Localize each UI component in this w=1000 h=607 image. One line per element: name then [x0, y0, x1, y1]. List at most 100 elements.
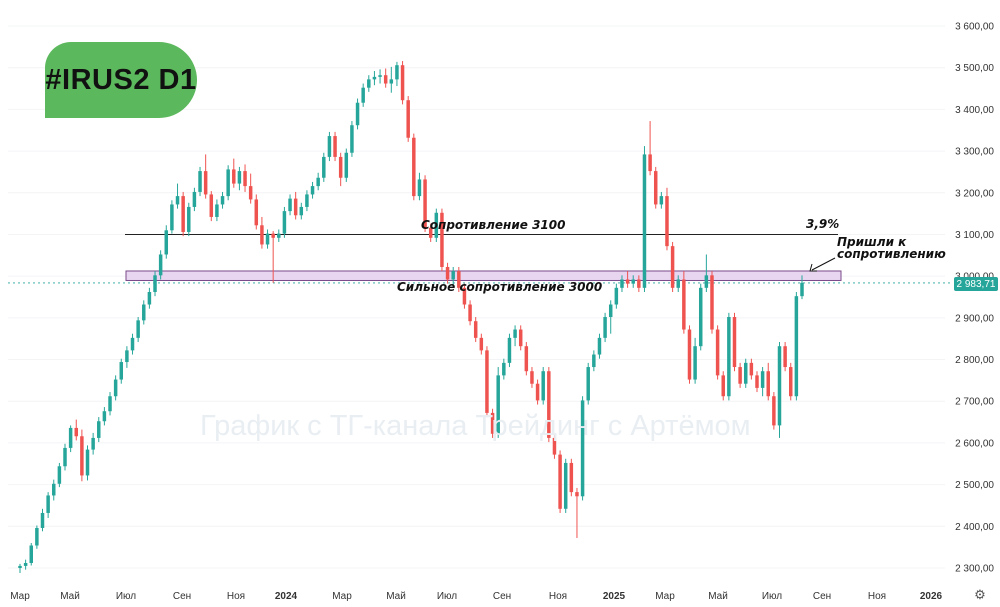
candle-body — [198, 171, 202, 192]
candle-body — [237, 171, 242, 184]
candle-body — [97, 421, 101, 438]
candle-body — [473, 321, 478, 338]
candle-body — [265, 233, 270, 245]
candle-body — [513, 329, 517, 338]
candle-body — [676, 279, 680, 288]
y-tick-label: 3 400,00 — [955, 105, 994, 116]
candle-body — [80, 436, 84, 476]
x-tick-label: 2025 — [603, 591, 626, 602]
candle-body — [659, 196, 664, 205]
candle-body — [23, 562, 28, 566]
y-tick-label: 3 500,00 — [955, 63, 994, 74]
candle-body — [108, 396, 112, 412]
candle-body — [535, 383, 540, 401]
candle-body — [530, 371, 534, 384]
candle-body — [147, 291, 152, 305]
candle-body — [417, 179, 422, 197]
x-axis: Мар Май Июл Сен Ноя 2024 Мар Май Июл Сен Ноя 2025 Ма… — [10, 591, 942, 602]
candle-body — [648, 154, 652, 172]
candle-body — [400, 65, 405, 101]
candle-body — [322, 156, 326, 178]
candle-body — [608, 304, 613, 318]
candle-body — [620, 279, 624, 288]
candle-body — [569, 462, 574, 493]
candle-body — [350, 125, 354, 153]
candle-body — [479, 337, 484, 351]
y-tick-label: 3 600,00 — [955, 22, 994, 33]
candle-body — [226, 169, 230, 197]
candle-body — [625, 279, 630, 284]
candle-body — [170, 204, 174, 231]
candle-body — [800, 282, 804, 297]
candle-body — [18, 565, 22, 568]
gear-icon[interactable]: ⚙ — [974, 587, 986, 602]
candle-body — [181, 196, 185, 232]
candle-body — [434, 212, 439, 238]
candle-body — [372, 76, 377, 80]
arrived-annotation-line-2: сопротивлению — [837, 247, 946, 261]
candles — [18, 61, 804, 574]
candle-body — [524, 346, 529, 372]
candle-body — [203, 171, 208, 195]
candle-body — [192, 191, 197, 207]
candle-body — [327, 136, 332, 157]
candle-body — [772, 396, 776, 426]
y-tick-label: 3 100,00 — [955, 230, 994, 241]
levels — [8, 233, 952, 284]
x-tick-label: Ноя — [549, 591, 567, 602]
candle-body — [496, 375, 500, 434]
x-tick-label: Июл — [762, 591, 782, 602]
candle-body — [698, 287, 703, 347]
candle-body — [738, 367, 742, 384]
y-tick-label: 2 400,00 — [955, 522, 994, 533]
candle-body — [91, 437, 95, 450]
candle-body — [580, 400, 585, 497]
candle-body — [760, 371, 765, 388]
candle-body — [743, 362, 748, 384]
ticker-badge: #IRUS2 D1 — [45, 42, 197, 118]
candle-body — [367, 79, 371, 88]
candle-body — [316, 177, 320, 187]
candle-body — [102, 411, 107, 422]
candle-body — [732, 317, 737, 368]
candle-body — [687, 329, 692, 380]
x-tick-label: Июл — [437, 591, 457, 602]
candle-body — [344, 152, 349, 178]
candle-body — [40, 512, 45, 528]
candle-body — [277, 233, 281, 238]
candle-body — [552, 437, 557, 455]
candle-body — [457, 271, 461, 288]
candle-body — [271, 233, 275, 238]
candle-body — [440, 212, 444, 267]
candle-body — [215, 204, 219, 217]
candle-body — [338, 156, 343, 178]
arrived-annotation-line-1: Пришли к — [837, 235, 907, 249]
candle-body — [715, 329, 720, 376]
candle-body — [451, 271, 455, 280]
candle-body — [665, 196, 669, 247]
candle-body — [136, 320, 140, 338]
candle-body — [260, 225, 264, 245]
y-tick-label: 2 300,00 — [955, 564, 994, 575]
y-tick-label: 2 900,00 — [955, 313, 994, 324]
x-tick-label: Ноя — [227, 591, 245, 602]
candle-body — [428, 227, 433, 238]
x-tick-label: Май — [60, 591, 80, 602]
x-tick-label: Мар — [10, 591, 30, 602]
candle-body — [113, 379, 118, 397]
y-tick-label: 3 200,00 — [955, 188, 994, 199]
candle-body — [130, 337, 135, 351]
candle-body — [57, 466, 62, 484]
candle-body — [468, 304, 472, 322]
candle-body — [355, 102, 360, 126]
y-tick-label: 2 700,00 — [955, 397, 994, 408]
candle-body — [592, 354, 596, 368]
candle-body — [243, 171, 247, 187]
candle-body — [29, 545, 33, 563]
candle-body — [220, 196, 225, 205]
candle-body — [35, 527, 39, 546]
candle-body — [653, 171, 658, 205]
candle-body — [575, 492, 579, 497]
